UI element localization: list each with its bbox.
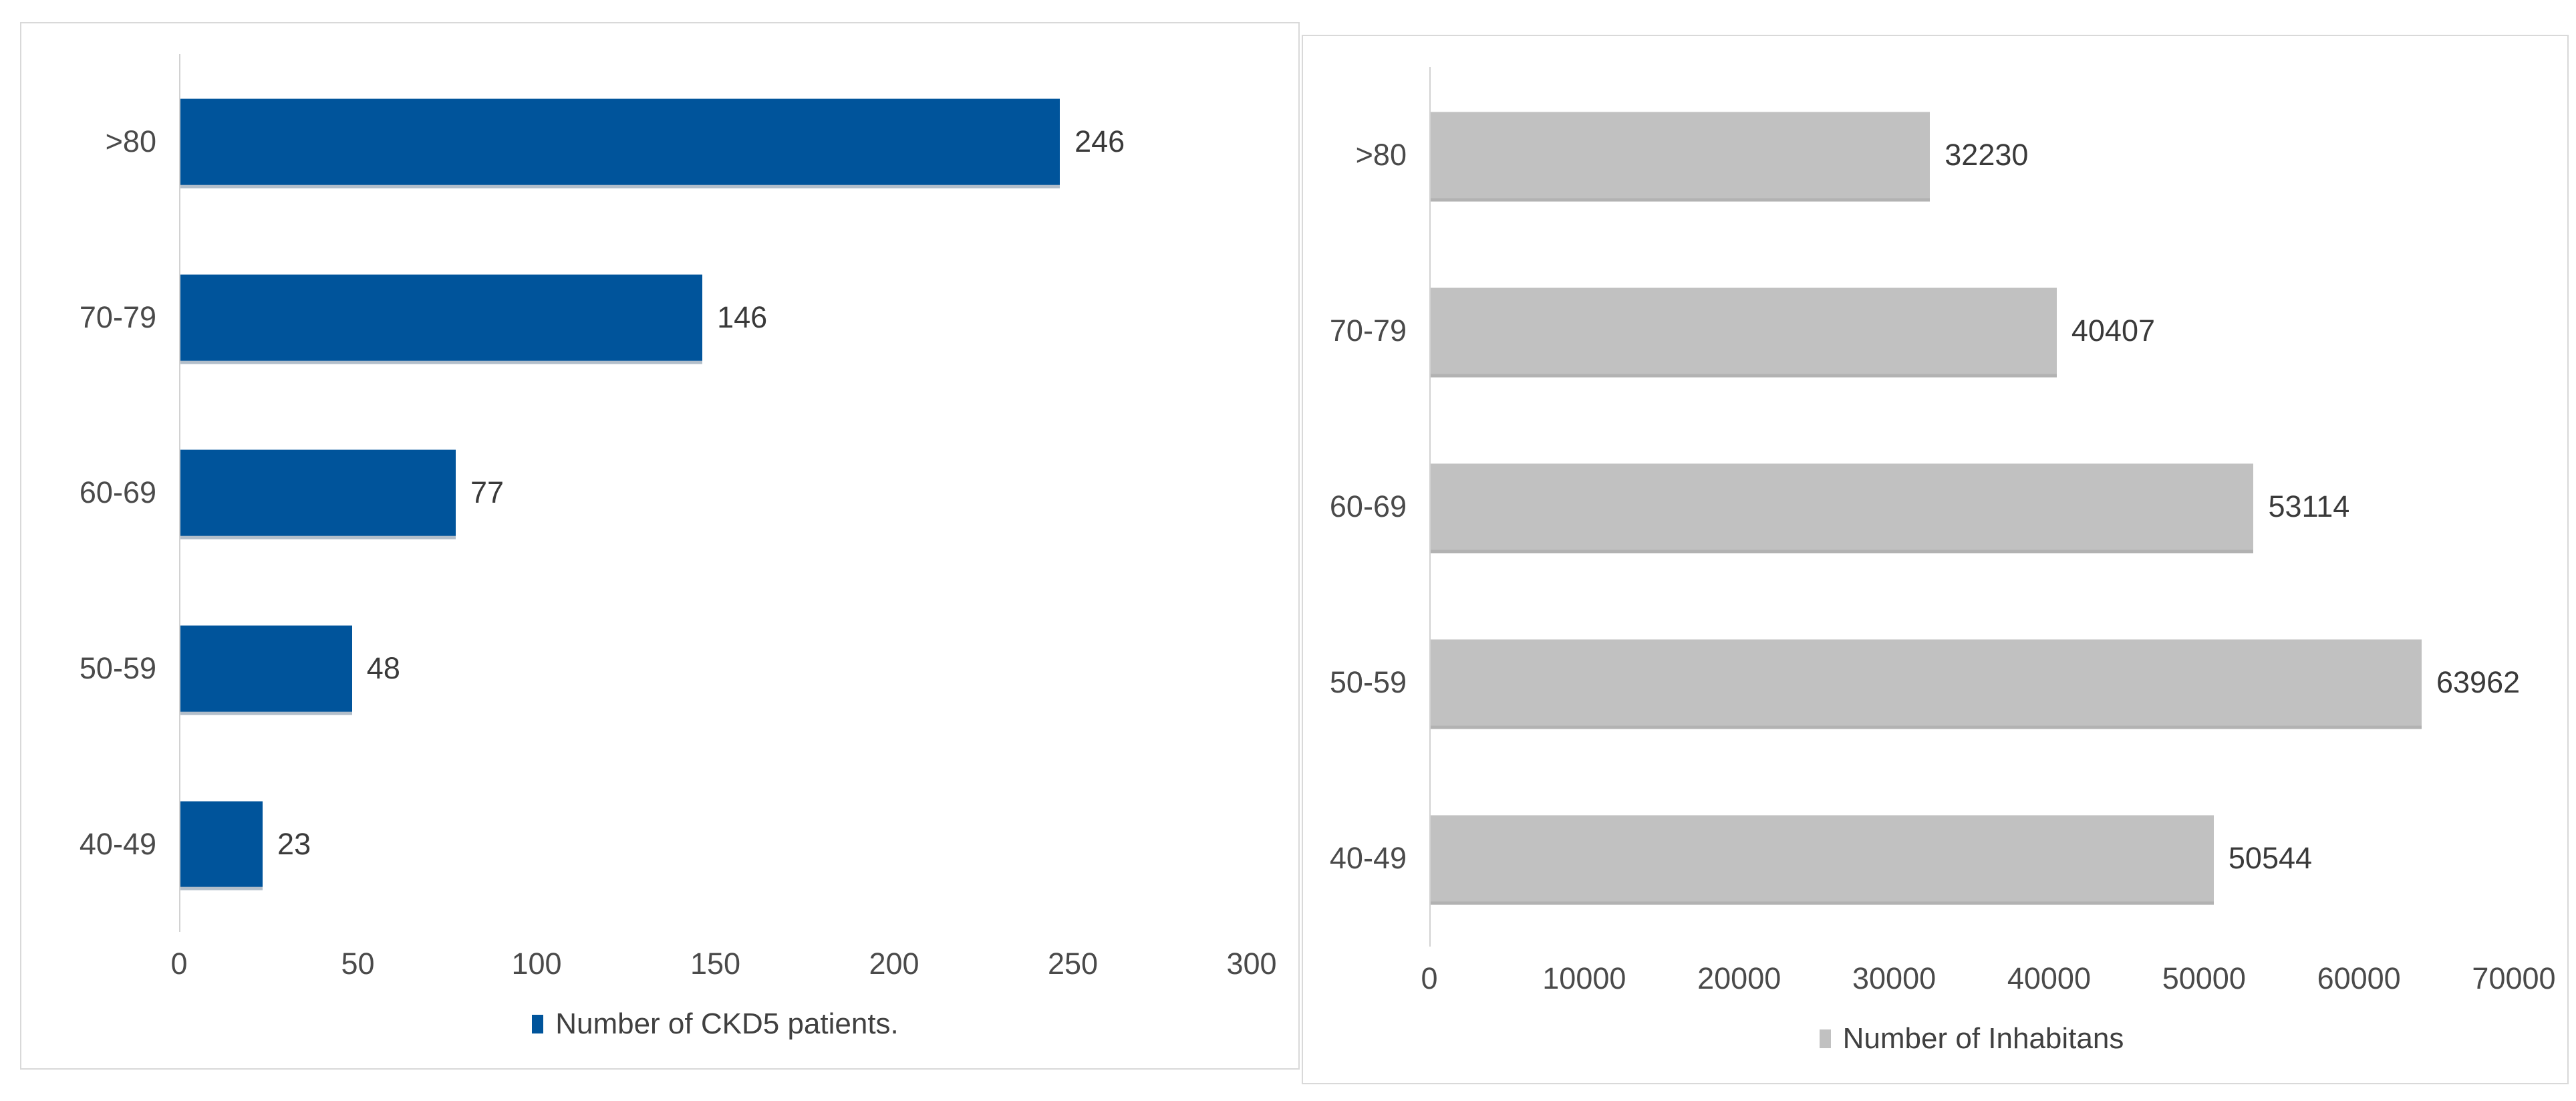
category-label: >80 [1355,137,1407,172]
plot-area: >80 32230 70-79 40407 60-69 53114 50-59 63962 40… [1314,67,2520,947]
bar-row: 70-79 40407 [1314,243,2514,418]
bar-track: 246 [179,54,1252,230]
bar-row: >80 32230 [1314,67,2514,243]
x-tick-label: 30000 [1852,961,1937,995]
bar [180,801,263,887]
bar-track: 63962 [1429,595,2520,771]
x-tick-label: 40000 [2007,961,2091,995]
inhabitants-chart-panel: >80 32230 70-79 40407 60-69 53114 50-59 63962 40… [1302,35,2569,1084]
bar [180,98,1060,185]
bar [1431,639,2422,726]
bar [1431,112,1930,199]
value-label: 146 [717,299,768,334]
x-tick-label: 250 [1047,947,1099,981]
ckd5-patients-bar-chart: >80 246 70-79 146 60-69 77 50-59 48 40-49 23 0 50 1… [21,23,1298,1068]
bar [1431,815,2214,902]
bar-row: >80 246 [32,54,1252,230]
bar [180,450,456,536]
bar-row: 50-59 48 [32,581,1252,757]
legend: Number of CKD5 patients. [179,992,1252,1056]
legend-marker-swatch [532,1015,544,1033]
ckd5-patients-chart-panel: >80 246 70-79 146 60-69 77 50-59 48 40-49 23 0 50 1… [20,22,1300,1070]
bar-track: 146 [179,230,1252,406]
x-tick-label: 300 [1226,947,1277,981]
legend-label: Number of Inhabitans [1842,1022,2124,1055]
legend-marker-swatch [1819,1029,1831,1048]
bar-track: 40407 [1429,243,2514,418]
x-tick-label: 150 [690,947,741,981]
value-label: 246 [1075,124,1125,159]
x-tick-label: 70000 [2472,961,2556,995]
bar-row: 70-79 146 [32,230,1252,406]
category-label: 60-69 [79,475,156,510]
category-label: 60-69 [1329,489,1407,523]
category-label: >80 [105,124,156,159]
category-label: 40-49 [1329,841,1407,876]
value-label: 32230 [1945,137,2029,172]
category-label: 70-79 [1329,313,1407,348]
bar-track: 53114 [1429,418,2514,594]
value-label: 50544 [2228,841,2313,876]
category-label: 40-49 [79,826,156,861]
bar-row: 60-69 77 [32,405,1252,581]
legend: Number of Inhabitans [1429,1007,2514,1071]
x-tick-label: 50000 [2162,961,2246,995]
bar [1431,463,2254,550]
x-tick-label: 100 [511,947,562,981]
bar-row: 60-69 53114 [1314,418,2514,594]
value-label: 53114 [2268,489,2350,523]
value-label: 48 [366,651,400,686]
value-label: 40407 [2071,313,2155,348]
x-tick-label: 60000 [2317,961,2401,995]
bar-track: 77 [179,405,1252,581]
bar [180,625,352,712]
value-label: 77 [470,475,504,510]
bar-track: 23 [179,756,1252,932]
bar-track: 50544 [1429,771,2514,947]
x-tick-label: 10000 [1542,961,1626,995]
legend-label: Number of CKD5 patients. [555,1007,899,1040]
category-label: 50-59 [1329,665,1407,700]
inhabitants-bar-chart: >80 32230 70-79 40407 60-69 53114 50-59 63962 40… [1303,36,2567,1083]
plot-area: >80 246 70-79 146 60-69 77 50-59 48 40-49 23 [32,54,1252,932]
category-label: 70-79 [79,299,156,334]
x-tick-label: 20000 [1697,961,1781,995]
x-axis: 0 10000 20000 30000 40000 50000 60000 70000 [1421,947,2555,1007]
bar [1431,287,2057,374]
x-tick-label: 200 [869,947,919,981]
value-label: 63962 [2436,665,2521,700]
category-label: 50-59 [79,651,156,686]
x-tick-label: 0 [170,947,188,981]
x-axis: 0 50 100 150 200 250 300 [170,932,1276,992]
bar-track: 32230 [1429,67,2514,243]
bar-row: 40-49 50544 [1314,771,2514,947]
bar-row: 40-49 23 [32,756,1252,932]
bar [180,274,703,361]
value-label: 23 [277,826,311,861]
x-tick-label: 50 [341,947,375,981]
bar-row: 50-59 63962 [1314,595,2520,771]
bar-track: 48 [179,581,1252,757]
x-tick-label: 0 [1421,961,1438,995]
